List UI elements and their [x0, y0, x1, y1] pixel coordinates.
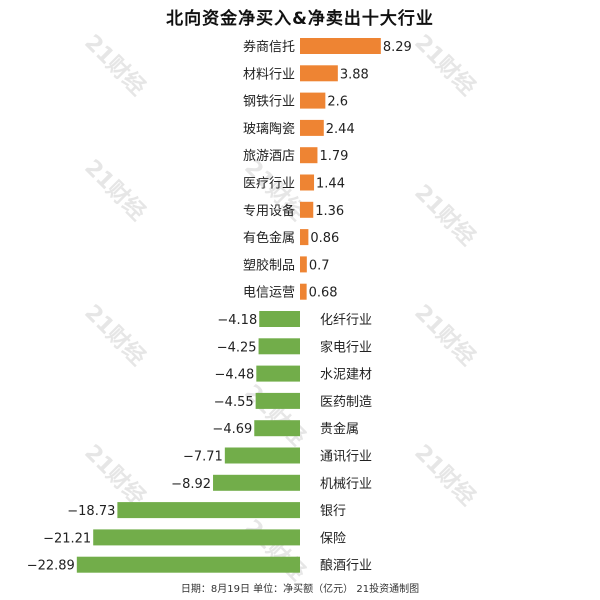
watermark: 21财经	[409, 179, 480, 250]
bar-3	[300, 92, 326, 109]
bar-8	[300, 229, 309, 246]
watermark: 21财经	[79, 299, 150, 370]
category-label: 旅游酒店	[243, 149, 295, 164]
value-label: 0.68	[309, 286, 338, 301]
value-label: −18.73	[67, 504, 115, 519]
watermark: 21财经	[239, 379, 310, 450]
category-label: 券商信托	[243, 39, 295, 55]
category-label: 家电行业	[320, 339, 372, 355]
value-label: −4.18	[217, 313, 257, 328]
watermark: 21财经	[79, 29, 150, 100]
category-label: 玻璃陶瓷	[243, 121, 295, 137]
value-label: −4.25	[217, 340, 257, 355]
category-label: 专用设备	[243, 203, 295, 219]
bar-12	[258, 338, 300, 355]
value-label: −4.48	[214, 368, 254, 383]
category-label: 机械行业	[320, 477, 372, 492]
labels-group: 券商信托 8.29 材料行业 3.88 钢铁行业 2.6 玻璃陶瓷 2.44 旅游酒店 1.79 医…	[27, 39, 412, 574]
value-label: −8.92	[171, 477, 211, 492]
bar-14	[255, 392, 300, 409]
watermark: 21财经	[409, 439, 480, 510]
bar-2	[300, 65, 338, 82]
value-label: −21.21	[43, 531, 91, 546]
category-label: 通讯行业	[320, 450, 372, 465]
category-label: 有色金属	[243, 230, 295, 246]
category-label: 医疗行业	[243, 177, 295, 192]
value-label: 0.86	[310, 231, 339, 246]
category-label: 塑胶制品	[243, 257, 295, 273]
value-label: 1.36	[315, 204, 344, 219]
value-label: 8.29	[383, 40, 412, 55]
bar-5	[300, 147, 318, 164]
category-label: 水泥建材	[320, 368, 372, 383]
value-label: −7.71	[183, 450, 223, 465]
value-label: −22.89	[27, 559, 75, 574]
watermark: 21财经	[79, 439, 150, 510]
value-label: −4.69	[212, 422, 252, 437]
category-label: 银行	[320, 504, 346, 519]
value-label: 0.7	[309, 258, 330, 273]
category-label: 材料行业	[243, 67, 295, 82]
value-label: 1.79	[319, 149, 348, 164]
watermark: 21财经	[409, 29, 480, 100]
category-label: 酿酒行业	[320, 558, 372, 574]
value-label: 1.44	[316, 177, 345, 192]
bar-11	[259, 311, 300, 327]
bar-7	[300, 201, 314, 218]
bar-6	[300, 174, 315, 191]
watermark: 21财经	[409, 299, 480, 370]
category-label: 电信运营	[243, 286, 295, 301]
bar-19	[93, 529, 300, 546]
value-label: 3.88	[340, 67, 369, 82]
bar-16	[224, 447, 300, 464]
chart-title: 北向资金净买入&净卖出十大行业	[166, 9, 434, 29]
bar-18	[117, 502, 300, 519]
category-label: 贵金属	[320, 421, 359, 437]
bar-15	[254, 420, 300, 437]
bar-1	[300, 38, 381, 54]
category-label: 钢铁行业	[243, 95, 295, 110]
bar-13	[256, 365, 300, 382]
bars-group	[76, 38, 381, 573]
bar-20	[76, 556, 300, 573]
chart-footer: 日期：8月19日 单位：净买额（亿元） 21投资通制图	[180, 584, 420, 595]
bar-17	[213, 474, 300, 491]
bar-9	[300, 256, 307, 273]
category-label: 医药制造	[320, 395, 372, 410]
watermark: 21财经	[79, 154, 150, 225]
category-label: 保险	[320, 531, 346, 546]
bar-4	[300, 119, 324, 136]
value-label: 2.44	[326, 122, 355, 137]
value-label: −4.55	[214, 395, 254, 410]
bar-10	[300, 283, 307, 300]
value-label: 2.6	[327, 95, 348, 110]
watermark: 21财经	[239, 514, 310, 585]
category-label: 化纤行业	[320, 313, 372, 328]
